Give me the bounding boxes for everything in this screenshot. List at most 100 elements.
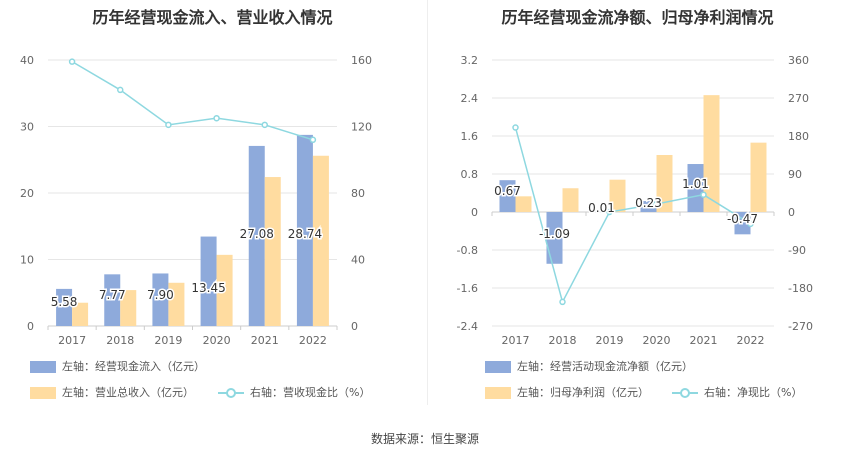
data-label: 1.01	[682, 177, 709, 191]
y-left-tick-label: -1.6	[457, 282, 478, 295]
data-label: -1.09	[539, 227, 570, 241]
y-right-tick-label: 160	[351, 54, 372, 67]
y-right-tick-label: -180	[788, 282, 813, 295]
ratio-point	[747, 220, 754, 228]
x-tick-label: 2022	[299, 334, 327, 347]
x-tick-label: 2020	[643, 334, 671, 347]
data-label: 0.67	[494, 184, 521, 198]
bar-primary	[296, 134, 313, 326]
data-source: 数据来源：恒生聚源	[370, 432, 479, 446]
ratio-point	[165, 121, 172, 129]
x-tick-label: 2018	[106, 334, 134, 347]
bar-primary	[499, 180, 516, 212]
y-left-tick-label: -0.8	[457, 244, 478, 257]
data-label: 0.01	[588, 201, 615, 215]
x-tick-label: 2022	[737, 334, 765, 347]
bar-secondary	[609, 179, 626, 212]
x-tick-label: 2020	[203, 334, 231, 347]
bar-secondary	[264, 177, 281, 326]
bar-secondary	[120, 290, 137, 326]
chart-title: 历年经营现金流入、营业收入情况	[92, 8, 333, 27]
ratio-point	[559, 298, 566, 306]
bar-secondary	[515, 196, 532, 212]
legend-label: 右轴：营收现金比（%）	[250, 386, 371, 399]
bar-primary	[687, 164, 704, 212]
x-tick-label: 2017	[502, 334, 530, 347]
y-left-tick-label: 0	[471, 206, 478, 219]
ratio-point	[213, 114, 220, 122]
bar-primary	[734, 212, 751, 235]
ratio-point	[117, 86, 124, 94]
bar-secondary	[216, 254, 233, 326]
data-label: 7.90	[147, 288, 174, 302]
data-label: 27.08	[240, 227, 274, 241]
y-left-tick-label: 0	[27, 320, 34, 333]
legend-item[interactable]: 左轴：经营活动现金流净额（亿元）	[485, 358, 693, 374]
y-left-tick-label: 10	[20, 254, 34, 267]
legend-swatch	[672, 387, 698, 399]
ratio-point	[309, 136, 317, 144]
legend-item[interactable]: 右轴：净现比（%）	[672, 384, 802, 400]
data-label: 0.23	[635, 196, 662, 210]
legend-item[interactable]: 左轴：归母净利润（亿元）	[485, 384, 649, 400]
legend-swatch	[30, 387, 56, 399]
y-left-tick-label: 0.8	[461, 168, 479, 181]
data-label: 7.77	[99, 288, 126, 302]
y-left-tick-label: 1.6	[461, 130, 479, 143]
ratio-line	[71, 61, 314, 141]
data-label: -0.47	[727, 212, 758, 226]
bar-primary	[640, 201, 657, 212]
bar-primary	[56, 288, 73, 326]
left-chart-plot: 0 10 20 30 40 0 40 80 120 160 2017 2018 2019 2020 2021…	[20, 54, 372, 347]
y-right-tick-label: 0	[788, 206, 795, 219]
ratio-point	[653, 200, 660, 208]
y-right-tick-label: 40	[351, 254, 365, 267]
legend-item[interactable]: 左轴：经营现金流入（亿元）	[30, 358, 205, 374]
y-right-tick-label: -270	[788, 320, 813, 333]
y-right-tick-label: 270	[788, 92, 809, 105]
y-right-tick-label: 120	[351, 121, 372, 134]
x-tick-label: 2019	[154, 334, 182, 347]
y-right-tick-label: 90	[788, 168, 802, 181]
data-label: 13.45	[191, 281, 225, 295]
y-right-tick-label: 180	[788, 130, 809, 143]
x-tick-label: 2019	[596, 334, 624, 347]
legend-label: 左轴：归母净利润（亿元）	[517, 386, 649, 399]
bar-primary	[152, 273, 169, 326]
legend-label: 右轴：净现比（%）	[704, 386, 803, 399]
legend-swatch	[218, 387, 244, 399]
legend-item[interactable]: 左轴：营业总收入（亿元）	[30, 384, 194, 400]
bar-secondary	[312, 155, 329, 326]
y-left-tick-label: 30	[20, 121, 34, 134]
legend-label: 左轴：经营活动现金流净额（亿元）	[517, 360, 693, 373]
y-left-tick-label: 20	[20, 187, 34, 200]
bar-secondary	[72, 302, 89, 326]
legend-swatch	[485, 387, 511, 399]
bar-primary	[248, 145, 265, 326]
bar-primary	[200, 236, 217, 326]
bar-primary	[104, 274, 121, 326]
legend-swatch	[30, 361, 56, 373]
legend-swatch	[485, 361, 511, 373]
legend-label: 左轴：营业总收入（亿元）	[62, 386, 194, 399]
legend-label: 左轴：经营现金流入（亿元）	[62, 360, 205, 373]
y-left-tick-label: 3.2	[461, 54, 479, 67]
x-tick-label: 2017	[58, 334, 86, 347]
legend-item[interactable]: 右轴：营收现金比（%）	[218, 384, 370, 400]
chart-divider	[427, 0, 428, 405]
bar-secondary	[750, 142, 767, 212]
x-tick-label: 2021	[690, 334, 718, 347]
y-left-tick-label: 40	[20, 54, 34, 67]
x-tick-label: 2021	[251, 334, 279, 347]
ratio-point	[700, 191, 707, 198]
y-right-tick-label: 360	[788, 54, 809, 67]
bar-primary	[593, 211, 610, 213]
bar-secondary	[168, 282, 185, 326]
bar-secondary	[703, 95, 720, 212]
chart-title: 历年经营现金流净额、归母净利润情况	[501, 8, 774, 27]
left-chart: 历年经营现金流入、营业收入情况 0 10 20 30 40 0 40 80 120 160 2017…	[0, 0, 425, 405]
right-chart: 历年经营现金流净额、归母净利润情况 -2.4 -1.6 -0.8 0 0.8 1.6 2.4…	[425, 0, 850, 405]
bar-secondary	[562, 188, 579, 212]
y-left-tick-label: -2.4	[457, 320, 478, 333]
ratio-line	[514, 127, 751, 304]
